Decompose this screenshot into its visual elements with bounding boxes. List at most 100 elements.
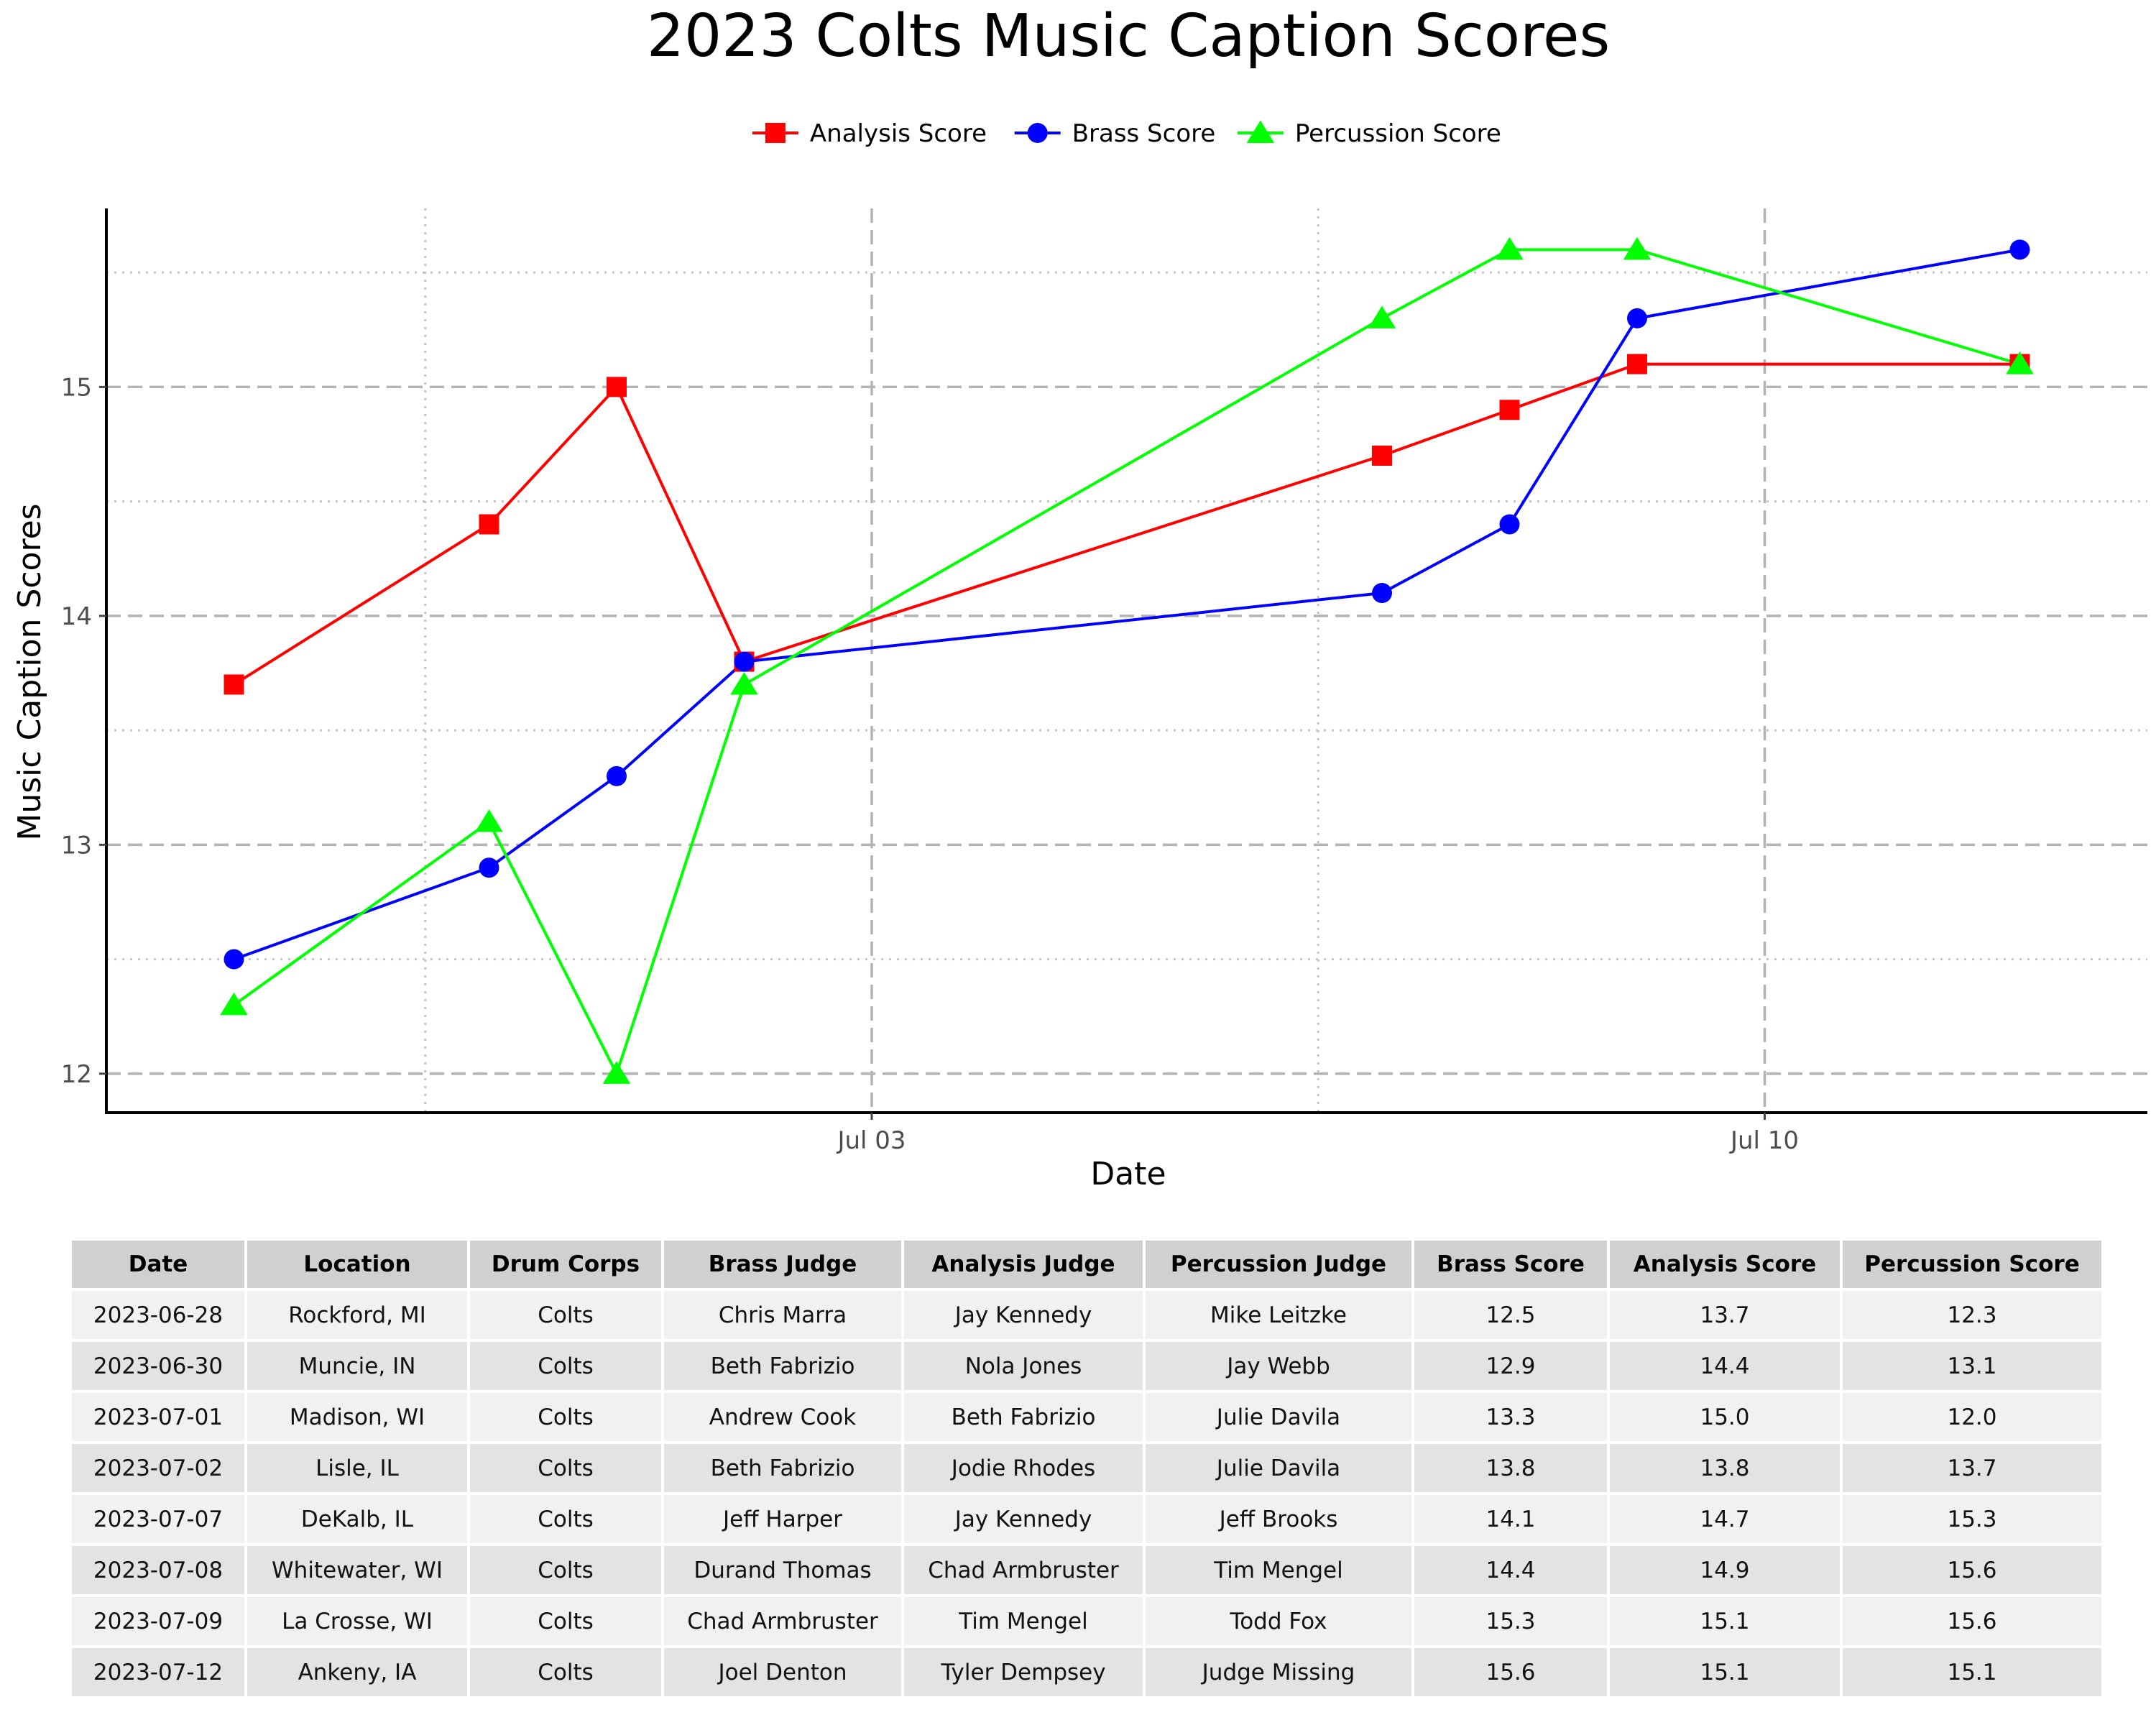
table-row: 2023-07-12 Ankeny, IA Colts Joel Denton Tyle… xyxy=(72,1648,2101,1696)
analysis-score-point xyxy=(1372,445,1392,466)
table-cell: Durand Thomas xyxy=(664,1546,901,1594)
table-cell: 13.8 xyxy=(1414,1444,1607,1492)
table-cell: Nola Jones xyxy=(904,1342,1143,1390)
table-row: 2023-07-07 DeKalb, IL Colts Jeff Harper Jay … xyxy=(72,1495,2101,1543)
table-cell: Todd Fox xyxy=(1146,1597,1411,1645)
percussion-score-point xyxy=(1368,305,1396,328)
legend-swatch-marker xyxy=(765,123,786,143)
scores-table: Date Location Drum Corps Brass Judge Analysi… xyxy=(69,1238,2104,1699)
brass-score-point xyxy=(2009,239,2030,260)
table-cell: Jay Kennedy xyxy=(904,1495,1143,1543)
table-cell: 14.4 xyxy=(1610,1342,1840,1390)
y-axis-label: Music Caption Scores xyxy=(11,503,48,840)
brass-score-point xyxy=(1499,514,1520,535)
legend-label: Brass Score xyxy=(1072,119,1216,148)
brass-score-point xyxy=(479,857,499,878)
legend-label: Percussion Score xyxy=(1295,119,1501,148)
table-cell: 12.9 xyxy=(1414,1342,1607,1390)
table-header-cell: Brass Judge xyxy=(664,1241,901,1288)
table-cell: 2023-07-12 xyxy=(72,1648,244,1696)
chart-legend: Analysis Score Brass Score Percussion Scor… xyxy=(752,119,1501,148)
table-cell: 14.1 xyxy=(1414,1495,1607,1543)
x-tick-label: Jul 03 xyxy=(836,1126,906,1155)
table-header-cell: Location xyxy=(247,1241,467,1288)
table-cell: 2023-07-09 xyxy=(72,1597,244,1645)
percussion-score-point xyxy=(1496,236,1524,260)
chart-title: 2023 Colts Music Caption Scores xyxy=(647,2,1610,70)
table-cell: Tim Mengel xyxy=(904,1597,1143,1645)
table-cell: Colts xyxy=(470,1546,661,1594)
table-header-cell: Analysis Judge xyxy=(904,1241,1143,1288)
table-cell: 13.8 xyxy=(1610,1444,1840,1492)
table-cell: Colts xyxy=(470,1597,661,1645)
percussion-score-point xyxy=(730,671,758,695)
brass-score-point xyxy=(1372,583,1392,604)
table-cell: Colts xyxy=(470,1495,661,1543)
percussion-score-point xyxy=(2006,351,2034,374)
table-cell: Judge Missing xyxy=(1146,1648,1411,1696)
brass-score-point xyxy=(224,949,244,970)
table-cell: Jodie Rhodes xyxy=(904,1444,1143,1492)
analysis-score-point xyxy=(224,674,244,695)
table-row: 2023-06-28 Rockford, MI Colts Chris Marra Ja… xyxy=(72,1291,2101,1339)
table-cell: 15.6 xyxy=(1843,1546,2101,1594)
table-cell: Tim Mengel xyxy=(1146,1546,1411,1594)
analysis-score-point xyxy=(607,377,627,397)
table-row: 2023-07-02 Lisle, IL Colts Beth Fabrizio Jod… xyxy=(72,1444,2101,1492)
table-cell: 15.1 xyxy=(1610,1648,1840,1696)
table-cell: Mike Leitzke xyxy=(1146,1291,1411,1339)
table-cell: Julie Davila xyxy=(1146,1393,1411,1441)
table-cell: 2023-06-28 xyxy=(72,1291,244,1339)
table-cell: 2023-07-02 xyxy=(72,1444,244,1492)
table-cell: Muncie, IN xyxy=(247,1342,467,1390)
analysis-score-point xyxy=(479,514,499,535)
percussion-score-point xyxy=(475,809,503,832)
analysis-score-line xyxy=(233,362,2020,686)
table-cell: DeKalb, IL xyxy=(247,1495,467,1543)
table-cell: Beth Fabrizio xyxy=(904,1393,1143,1441)
table-cell: Julie Davila xyxy=(1146,1444,1411,1492)
table-cell: 13.3 xyxy=(1414,1393,1607,1441)
table-cell: Lisle, IL xyxy=(247,1444,467,1492)
y-tick-labels: 12 13 14 15 xyxy=(61,373,106,1089)
table-cell: 13.1 xyxy=(1843,1342,2101,1390)
line-chart: 2023 Colts Music Caption Scores Analysis… xyxy=(11,2,2147,1192)
series-markers xyxy=(220,236,2034,1084)
table-row: 2023-06-30 Muncie, IN Colts Beth Fabrizio No… xyxy=(72,1342,2101,1390)
table-cell: 2023-07-08 xyxy=(72,1546,244,1594)
table-cell: Jay Kennedy xyxy=(904,1291,1143,1339)
table-cell: 2023-07-01 xyxy=(72,1393,244,1441)
brass-score-point xyxy=(1627,308,1647,328)
table-header-cell: Date xyxy=(72,1241,244,1288)
table-cell: 14.9 xyxy=(1610,1546,1840,1594)
table-cell: 15.6 xyxy=(1843,1597,2101,1645)
table-cell: La Crosse, WI xyxy=(247,1597,467,1645)
table-cell: 13.7 xyxy=(1843,1444,2101,1492)
table-cell: Ankeny, IA xyxy=(247,1648,467,1696)
legend-swatch-marker xyxy=(1246,120,1275,143)
table-row: 2023-07-09 La Crosse, WI Colts Chad Armbrus… xyxy=(72,1597,2101,1645)
table-cell: 15.1 xyxy=(1610,1597,1840,1645)
chart-grid xyxy=(106,208,2147,1113)
table-cell: Colts xyxy=(470,1291,661,1339)
legend-swatch-marker xyxy=(1027,123,1048,143)
table-cell: Chad Armbruster xyxy=(904,1546,1143,1594)
x-axis-label: Date xyxy=(1090,1156,1166,1192)
table-header-cell: Percussion Score xyxy=(1843,1241,2101,1288)
chart-axes xyxy=(105,208,2147,1114)
table-cell: 2023-07-07 xyxy=(72,1495,244,1543)
table-cell: Colts xyxy=(470,1393,661,1441)
table-cell: Whitewater, WI xyxy=(247,1546,467,1594)
table-cell: 12.0 xyxy=(1843,1393,2101,1441)
y-tick-label: 14 xyxy=(61,602,92,631)
table-header-row: Date Location Drum Corps Brass Judge Analysi… xyxy=(72,1241,2101,1288)
table-header-cell: Analysis Score xyxy=(1610,1241,1840,1288)
table-cell: Chris Marra xyxy=(664,1291,901,1339)
table-cell: Colts xyxy=(470,1342,661,1390)
table-cell: 2023-06-30 xyxy=(72,1342,244,1390)
table-cell: 15.3 xyxy=(1414,1597,1607,1645)
table-cell: Andrew Cook xyxy=(664,1393,901,1441)
table-header-cell: Drum Corps xyxy=(470,1241,661,1288)
y-tick-label: 15 xyxy=(61,373,92,402)
legend-item-percussion-score: Percussion Score xyxy=(1237,119,1501,148)
